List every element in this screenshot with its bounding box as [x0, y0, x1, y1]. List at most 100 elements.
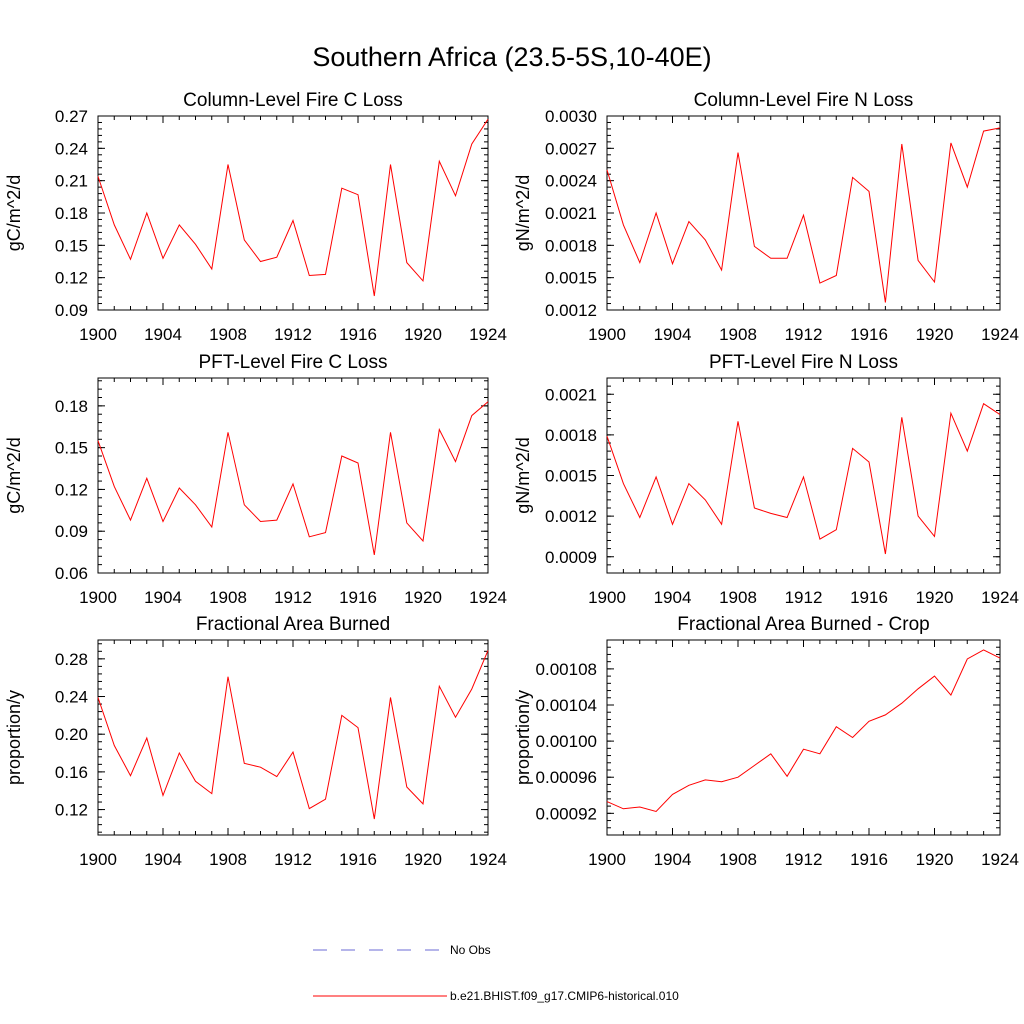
series-line — [606, 402, 1001, 555]
x-tick-label: 1904 — [654, 850, 692, 869]
x-tick-label: 1924 — [981, 325, 1019, 344]
y-tick-label: 0.0027 — [545, 139, 597, 158]
x-tick-label: 1916 — [339, 588, 377, 607]
x-tick-label: 1920 — [916, 588, 954, 607]
y-tick-label: 0.00096 — [536, 768, 597, 787]
x-tick-label: 1912 — [274, 588, 312, 607]
y-tick-label: 0.15 — [55, 236, 88, 255]
series-line — [606, 127, 1001, 303]
y-tick-label: 0.0021 — [545, 385, 597, 404]
x-tick-label: 1924 — [469, 325, 507, 344]
x-tick-label: 1912 — [785, 325, 823, 344]
x-tick-label: 1904 — [654, 588, 692, 607]
y-axis-label: gC/m^2/d — [4, 437, 24, 513]
x-tick-label: 1900 — [79, 325, 117, 344]
y-tick-label: 0.00092 — [536, 804, 597, 823]
x-tick-label: 1924 — [469, 588, 507, 607]
panel-3: 1900 1904 1908 1912 1916 1920 1924 0.06 0.09 0.12… — [4, 352, 507, 607]
y-tick-label: 0.16 — [55, 763, 88, 782]
panel-title: PFT-Level Fire C Loss — [199, 352, 388, 373]
y-tick-label: 0.18 — [55, 397, 88, 416]
legend: No Obs b.e21.BHIST.f09_g17.CMIP6-histori… — [313, 943, 679, 1003]
panel-4: 1900 1904 1908 1912 1916 1920 1924 0.0009 0.0012… — [513, 352, 1019, 607]
panel-5: 1900 1904 1908 1912 1916 1920 1924 0.12 0.16 0.20… — [4, 614, 507, 869]
y-tick-label: 0.0009 — [545, 548, 597, 567]
x-tick-label: 1924 — [981, 588, 1019, 607]
y-tick-label: 0.0024 — [545, 172, 597, 191]
x-tick-label: 1900 — [79, 850, 117, 869]
x-tick-label: 1912 — [274, 325, 312, 344]
series-line — [97, 401, 489, 555]
x-tick-label: 1924 — [981, 850, 1019, 869]
y-tick-label: 0.0018 — [545, 426, 597, 445]
y-tick-label: 0.24 — [55, 139, 88, 158]
series-line — [97, 650, 489, 820]
y-tick-label: 0.24 — [55, 688, 88, 707]
y-axis-label: gC/m^2/d — [4, 175, 24, 251]
panel-title: Fractional Area Burned — [196, 614, 390, 635]
x-tick-label: 1920 — [404, 588, 442, 607]
y-tick-label: 0.09 — [55, 522, 88, 541]
x-tick-label: 1904 — [144, 588, 182, 607]
x-tick-label: 1912 — [785, 588, 823, 607]
x-tick-label: 1924 — [469, 850, 507, 869]
y-tick-label: 0.06 — [55, 564, 88, 583]
panel-title: PFT-Level Fire N Loss — [709, 352, 898, 373]
panel-2: 1900 1904 1908 1912 1916 1920 1924 0.0012 0.0015… — [513, 90, 1019, 344]
panels: 1900 1904 1908 1912 1916 1920 1924 0.09 0.12 0.15… — [4, 90, 1019, 869]
y-tick-label: 0.20 — [55, 725, 88, 744]
x-tick-label: 1916 — [850, 850, 888, 869]
y-tick-label: 0.0030 — [545, 107, 597, 126]
x-tick-label: 1904 — [144, 325, 182, 344]
x-tick-label: 1900 — [588, 850, 626, 869]
y-axis-label: proportion/y — [4, 690, 24, 785]
y-tick-label: 0.00100 — [536, 732, 597, 751]
y-tick-label: 0.0015 — [545, 269, 597, 288]
x-tick-label: 1916 — [850, 588, 888, 607]
x-tick-label: 1920 — [916, 325, 954, 344]
panel-title: Column-Level Fire N Loss — [694, 90, 914, 111]
x-tick-label: 1900 — [79, 588, 117, 607]
x-tick-label: 1908 — [719, 325, 757, 344]
x-tick-label: 1912 — [785, 850, 823, 869]
y-tick-label: 0.12 — [55, 801, 88, 820]
panel-1: 1900 1904 1908 1912 1916 1920 1924 0.09 0.12 0.15… — [4, 90, 507, 344]
series-line — [97, 118, 489, 297]
x-tick-label: 1908 — [719, 850, 757, 869]
x-tick-label: 1900 — [588, 325, 626, 344]
y-tick-label: 0.12 — [55, 269, 88, 288]
y-tick-label: 0.0018 — [545, 236, 597, 255]
y-tick-label: 0.15 — [55, 439, 88, 458]
x-tick-label: 1920 — [916, 850, 954, 869]
x-tick-label: 1904 — [654, 325, 692, 344]
x-tick-label: 1920 — [404, 325, 442, 344]
y-axis-label: proportion/y — [513, 690, 533, 785]
x-tick-label: 1916 — [339, 325, 377, 344]
y-tick-label: 0.21 — [55, 172, 88, 191]
x-tick-label: 1908 — [209, 850, 247, 869]
x-tick-label: 1904 — [144, 850, 182, 869]
series-line — [606, 649, 1001, 813]
y-tick-label: 0.00104 — [536, 696, 597, 715]
y-tick-label: 0.0021 — [545, 204, 597, 223]
x-tick-label: 1920 — [404, 850, 442, 869]
y-tick-label: 0.18 — [55, 204, 88, 223]
y-axis-label: gN/m^2/d — [513, 175, 533, 251]
y-tick-label: 0.00108 — [536, 660, 597, 679]
panel-6: 1900 1904 1908 1912 1916 1920 1924 0.00092 0.000… — [513, 614, 1019, 869]
figure-title: Southern Africa (23.5-5S,10-40E) — [312, 42, 711, 72]
x-tick-label: 1908 — [719, 588, 757, 607]
y-tick-label: 0.09 — [55, 301, 88, 320]
x-tick-label: 1912 — [274, 850, 312, 869]
y-tick-label: 0.0012 — [545, 507, 597, 526]
x-tick-label: 1916 — [339, 850, 377, 869]
x-tick-label: 1916 — [850, 325, 888, 344]
panel-title: Fractional Area Burned - Crop — [677, 614, 929, 635]
x-tick-label: 1900 — [588, 588, 626, 607]
y-tick-label: 0.12 — [55, 480, 88, 499]
y-axis-label: gN/m^2/d — [513, 437, 533, 513]
x-tick-label: 1908 — [209, 325, 247, 344]
legend-label-no-obs: No Obs — [450, 943, 491, 957]
